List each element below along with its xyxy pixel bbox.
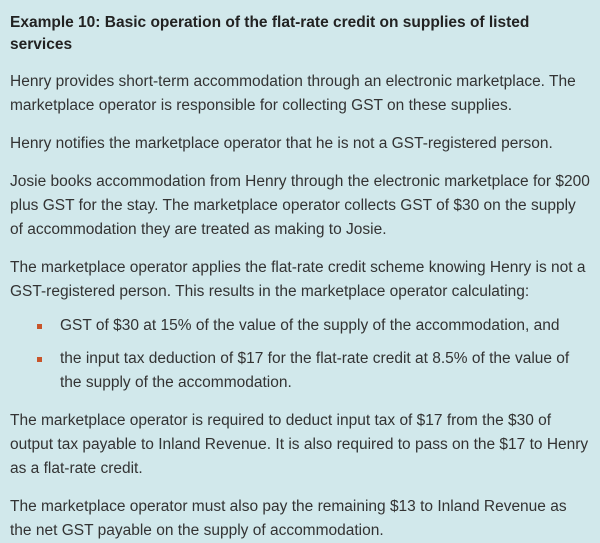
list-item-text: GST of $30 at 15% of the value of the su… [60,317,560,334]
list-item: the input tax deduction of $17 for the f… [10,347,592,395]
example-title: Example 10: Basic operation of the flat-… [10,14,530,53]
paragraph: Josie books accommodation from Henry thr… [10,173,590,238]
paragraph: The marketplace operator must also pay t… [10,498,567,539]
square-bullet-icon [37,324,42,329]
list-item: GST of $30 at 15% of the value of the su… [10,314,592,338]
bullet-list: GST of $30 at 15% of the value of the su… [10,314,592,395]
list-item-text: the input tax deduction of $17 for the f… [60,350,570,391]
paragraph: Henry provides short-term accommodation … [10,73,576,114]
paragraph: The marketplace operator applies the fla… [10,259,586,300]
square-bullet-icon [37,357,42,362]
paragraph: The marketplace operator is required to … [10,412,589,477]
paragraph: Henry notifies the marketplace operator … [10,135,553,152]
